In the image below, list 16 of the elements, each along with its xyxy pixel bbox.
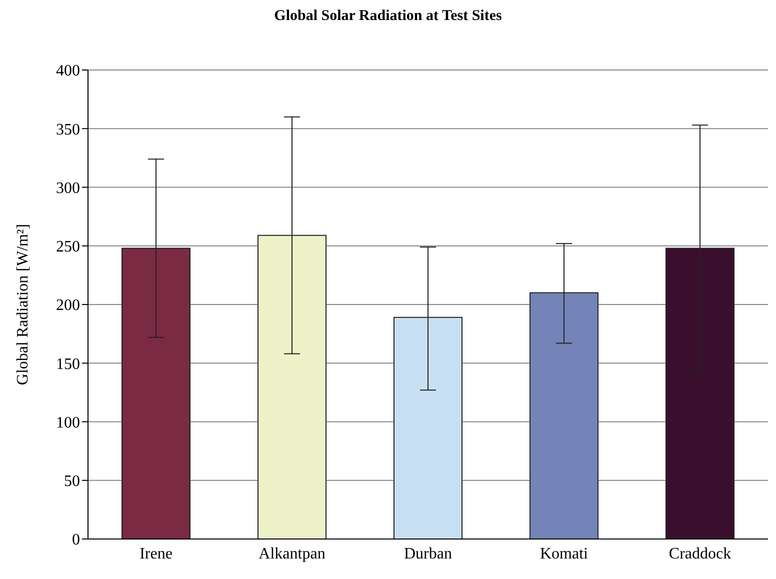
y-tick-label: 400 bbox=[56, 62, 80, 80]
y-tick-label: 200 bbox=[56, 297, 80, 314]
y-axis-title: Global Radiation [W/m²] bbox=[14, 224, 32, 386]
y-tick-label: 150 bbox=[56, 356, 80, 373]
x-tick-label: Irene bbox=[140, 545, 172, 562]
x-tick-label: Alkantpan bbox=[258, 545, 326, 562]
y-tick-label: 0 bbox=[72, 532, 80, 549]
y-tick-label: 50 bbox=[64, 473, 80, 490]
chart-title: Global Solar Radiation at Test Sites bbox=[273, 8, 503, 26]
x-tick-label: Craddock bbox=[668, 545, 732, 562]
x-tick-label: Komati bbox=[540, 545, 589, 562]
x-tick-label: Durban bbox=[404, 545, 452, 562]
y-tick-label: 350 bbox=[56, 121, 80, 138]
y-tick-label: 250 bbox=[56, 238, 80, 256]
y-tick-label: 300 bbox=[56, 180, 80, 197]
y-tick-label: 100 bbox=[56, 414, 80, 432]
